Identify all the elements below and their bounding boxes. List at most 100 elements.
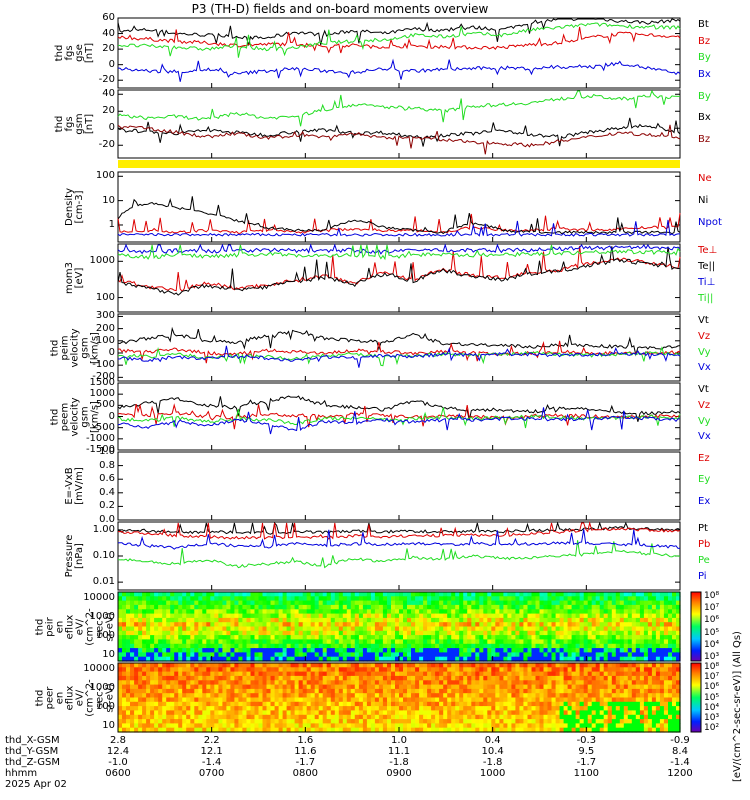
spectrogram-cell [350,592,356,597]
spectrogram-cell [222,680,227,686]
spectrogram-cell [655,604,661,610]
spectrogram-cell [407,710,412,716]
spectrogram-cell [162,613,167,619]
spectrogram-cell [423,635,428,640]
spectrogram-cell [354,684,360,690]
spectrogram-cell [659,697,665,703]
spectrogram-cell [407,592,412,597]
spectrogram-cell [190,643,195,649]
spectrogram-cell [651,723,657,729]
spectrogram-cell [439,656,444,662]
spectrogram-cell [274,667,280,673]
spectrogram-cell [138,697,143,703]
spectrogram-cell [374,626,380,632]
spectrogram-cell [555,680,561,686]
spectrogram-cell [619,609,625,615]
spectrogram-cell [282,609,288,615]
spectrogram-cell [543,656,549,662]
spectrogram-cell [395,592,400,597]
panel-frame-peim_velocity [117,313,681,382]
spectrogram-cell [126,675,131,681]
spectrogram-cell [491,667,496,673]
spectrogram-cell [479,617,484,623]
spectrogram-cell [382,697,388,703]
spectrogram-cell [571,671,577,677]
legend-entry: Pi [698,571,707,582]
spectrogram-cell [475,596,480,602]
spectrogram-cell [262,671,268,677]
spectrogram-cell [527,626,533,632]
spectrogram-cell [286,688,292,694]
spectrogram-cell [563,622,569,628]
spectrogram-cell [366,697,372,703]
spectrogram-cell [403,719,408,724]
spectrogram-cell [322,693,328,699]
spectrogram-cell [659,723,665,729]
spectrogram-cell [427,714,432,720]
spectrogram-cell [334,697,340,703]
spectrogram-cell [126,630,131,636]
spectrogram-cell [455,622,460,628]
spectrogram-cell [487,719,492,724]
spectrogram-cell [672,643,677,649]
spectrogram-cell [487,604,492,610]
spectrogram-cell [515,622,520,628]
spectrogram-cell [427,656,432,662]
spectrogram-cell [639,630,645,636]
spectrogram-cell [146,723,151,729]
spectrogram-cell [407,663,412,668]
spectrogram-cell [142,600,147,606]
orbit-value: 1.0 [391,735,407,746]
spectrogram-cell [447,626,452,632]
spectrogram-cell [403,693,408,699]
spectrogram-cell [439,652,444,658]
spectrogram-cell [266,596,272,602]
spectrogram-cell [250,604,256,610]
chart-title: P3 (TH-D) fields and on-board moments ov… [191,2,489,16]
spectrogram-cell [354,643,360,649]
spectrogram-cell [150,701,155,707]
spectrogram-cell [591,663,597,668]
spectrogram-cell [298,667,304,673]
spectrogram-cell [350,680,356,686]
spectrogram-cell [178,643,183,649]
spectrogram-cell [391,639,396,645]
y-axis-label: sec- [94,687,105,708]
spectrogram-cell [346,639,352,645]
spectrogram-cell [407,613,412,619]
spectrogram-cell [676,684,681,690]
spectrogram-cell [150,622,155,628]
spectrogram-cell [174,710,179,716]
spectrogram-cell [354,609,360,615]
spectrogram-cell [278,723,284,729]
spectrogram-cell [362,693,368,699]
spectrogram-cell [266,706,272,711]
spectrogram-cell [395,639,400,645]
spectrogram-cell [366,613,372,619]
orbit-row-label: hhmm [5,768,38,779]
spectrogram-cell [326,592,332,597]
spectrogram-cell [310,609,316,615]
spectrogram-cell [302,596,308,602]
spectrogram-cell [651,714,657,720]
spectrogram-cell [659,667,665,673]
spectrogram-cell [310,667,316,673]
spectrogram-cell [475,693,480,699]
spectrogram-cell [587,727,593,733]
spectrogram-cell [150,596,155,602]
spectrogram-cell [198,604,203,610]
spectrogram-cell [122,604,127,610]
spectrogram-cell [118,706,123,711]
spectrogram-cell [419,680,424,686]
spectrogram-cell [142,622,147,628]
spectrogram-cell [226,710,231,716]
spectrogram-cell [619,622,625,628]
spectrogram-cell [467,714,472,720]
legend-entry: Vx [698,431,711,443]
spectrogram-cell [391,630,396,636]
spectrogram-cell [539,723,545,729]
spectrogram-cell [519,617,524,623]
spectrogram-cell [463,630,468,636]
spectrogram-cell [142,626,147,632]
spectrogram-cell [487,656,492,662]
